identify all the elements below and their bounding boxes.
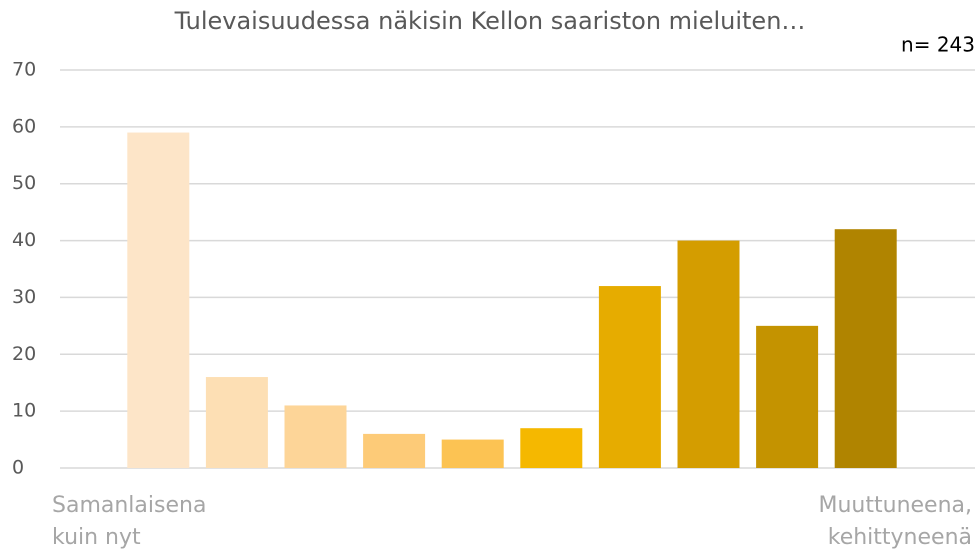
bar xyxy=(363,433,426,468)
y-tick-label: 60 xyxy=(12,115,36,137)
y-tick-label: 20 xyxy=(12,343,36,365)
bar xyxy=(520,428,583,468)
y-tick-label: 40 xyxy=(12,229,36,251)
bar xyxy=(284,405,347,468)
x-tick-label: Samanlaisena kuin nyt xyxy=(52,493,207,550)
bar xyxy=(205,377,268,468)
bar xyxy=(598,286,661,468)
bar xyxy=(127,132,190,469)
chart-title: Tulevaisuudessa näkisin Kellon saariston… xyxy=(174,7,806,35)
y-tick-label: 70 xyxy=(12,59,36,81)
y-tick-label: 50 xyxy=(12,172,36,194)
bar xyxy=(441,439,504,468)
x-tick-label: Muuttuneena, kehittyneenä xyxy=(818,493,973,550)
bar xyxy=(834,229,897,468)
bar xyxy=(677,240,740,468)
bar xyxy=(756,325,819,468)
y-tick-label: 10 xyxy=(12,400,36,422)
annotation: n= 243 xyxy=(901,33,975,57)
y-tick-label: 0 xyxy=(12,457,24,479)
y-tick-label: 30 xyxy=(12,286,36,308)
